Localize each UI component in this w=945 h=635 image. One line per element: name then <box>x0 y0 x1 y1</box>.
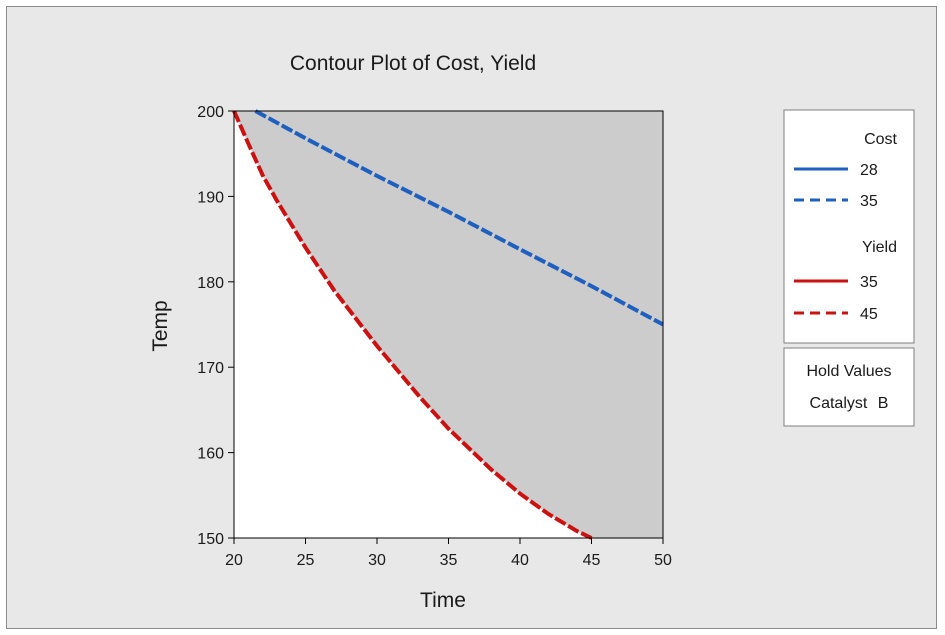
x-tick-label-40: 40 <box>511 552 529 569</box>
y-tick-label-150: 150 <box>197 531 224 548</box>
x-tick-label-45: 45 <box>583 552 601 569</box>
contour-chart: Contour Plot of Cost, Yield 20 25 30 35 40 45… <box>149 52 915 612</box>
legend-box <box>783 109 915 344</box>
contour-yield-45 <box>232 110 593 540</box>
plot-area <box>232 109 664 540</box>
legend: Cost 28 35 Yield 35 45 <box>783 109 915 344</box>
y-tick-label-170: 170 <box>197 360 224 377</box>
x-tick-label-30: 30 <box>368 552 386 569</box>
x-tick-label-25: 25 <box>297 552 315 569</box>
hold-values-item-name: Catalyst <box>810 395 868 412</box>
hold-values-heading: Hold Values <box>806 363 891 380</box>
hold-values-item: Catalyst B <box>810 395 889 412</box>
hold-values-border <box>783 347 915 427</box>
y-tick-label-180: 180 <box>197 275 224 292</box>
legend-heading-yield: Yield <box>862 239 897 256</box>
y-axis: 150 160 170 180 190 200 <box>197 104 235 548</box>
contour-cost-35 <box>254 109 664 327</box>
x-tick-label-50: 50 <box>654 552 672 569</box>
chart-title: Contour Plot of Cost, Yield <box>290 52 536 75</box>
contour-lines <box>232 109 664 540</box>
hold-values-item-value: B <box>878 395 889 412</box>
x-tick-label-20: 20 <box>225 552 243 569</box>
legend-label-cost-35: 35 <box>860 193 878 210</box>
legend-label-yield-35: 35 <box>860 274 878 291</box>
legend-heading-cost: Cost <box>864 131 897 148</box>
legend-label-cost-28: 28 <box>860 162 878 179</box>
feasible-region <box>234 111 592 538</box>
x-axis-label: Time <box>420 589 466 612</box>
y-axis-label: Temp <box>149 300 172 351</box>
infeasible-region <box>234 111 663 538</box>
legend-label-yield-45: 45 <box>860 306 878 323</box>
y-tick-label-160: 160 <box>197 446 224 463</box>
chart-frame: Contour Plot of Cost, Yield 20 25 30 35 40 45… <box>6 6 937 629</box>
y-tick-label-190: 190 <box>197 189 224 206</box>
hold-values-box: Hold Values Catalyst B <box>783 347 915 427</box>
y-tick-label-200: 200 <box>197 104 224 121</box>
x-axis: 20 25 30 35 40 45 50 <box>225 537 672 569</box>
x-tick-label-35: 35 <box>440 552 458 569</box>
